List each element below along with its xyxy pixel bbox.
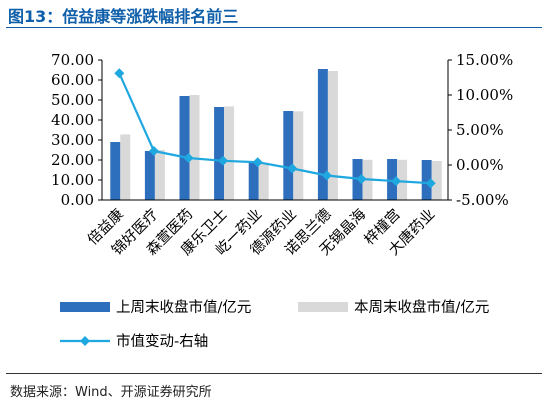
bar-this-week-2 <box>154 150 165 200</box>
bar-last-week-9 <box>387 159 398 200</box>
left-tick-label: 60.00 <box>51 71 94 89</box>
line-marker-10 <box>425 178 436 189</box>
right-tick-label: 5.00% <box>456 121 504 139</box>
bar-last-week-1 <box>110 142 121 200</box>
left-tick-label: 30.00 <box>51 131 94 149</box>
bar-this-week-5 <box>258 162 269 200</box>
bar-last-week-7 <box>317 69 328 200</box>
line-marker-7 <box>321 170 332 181</box>
bar-this-week-10 <box>431 161 442 200</box>
right-tick-label: 15.00% <box>456 51 513 69</box>
legend-label-last-week: 上周末收盘市值/亿元 <box>116 298 251 316</box>
source-divider <box>6 373 542 374</box>
bar-this-week-1 <box>120 134 131 200</box>
right-tick-label: 0.00% <box>456 156 504 174</box>
line-marker-4 <box>218 155 229 166</box>
bar-last-week-6 <box>283 111 294 200</box>
line-marker-6 <box>287 163 298 174</box>
bar-this-week-3 <box>189 95 200 200</box>
bar-this-week-4 <box>224 106 235 200</box>
line-marker-3 <box>183 153 194 163</box>
bar-this-week-6 <box>293 111 304 200</box>
left-tick-label: 10.00 <box>51 171 94 189</box>
bar-last-week-4 <box>214 107 225 200</box>
left-tick-label: 0.00 <box>61 191 94 209</box>
bar-last-week-10 <box>421 160 432 200</box>
series-line-market-cap-change <box>118 72 431 185</box>
line-marker-8 <box>356 174 367 184</box>
bar-this-week-7 <box>327 71 338 200</box>
bar-last-week-2 <box>144 151 155 200</box>
bar-line-chart: 0.00 10.00 20.00 30.00 40.00 50.00 60.00 70.00 -… <box>51 51 513 350</box>
line-marker-5 <box>252 157 263 168</box>
source-note: 数据来源：Wind、开源证券研究所 <box>10 385 212 400</box>
figure-title: 图13：倍益康等涨跌幅排名前三 <box>8 7 239 26</box>
left-tick-label: 70.00 <box>51 51 94 69</box>
title-divider <box>6 27 542 28</box>
legend-swatch-last-week <box>60 302 110 312</box>
legend-label-this-week: 本周末收盘市值/亿元 <box>354 298 489 316</box>
legend-label-line: 市值变动-右轴 <box>116 333 208 350</box>
line-marker-2 <box>148 146 159 156</box>
left-tick-label: 40.00 <box>51 111 94 129</box>
legend-marker-line <box>80 336 90 346</box>
bar-last-week-3 <box>179 96 190 200</box>
bar-last-week-5 <box>248 163 259 200</box>
bar-this-week-9 <box>397 159 408 200</box>
left-tick-label: 50.00 <box>51 91 94 109</box>
right-tick-label: -5.00% <box>456 191 509 209</box>
line-marker-1 <box>114 68 125 79</box>
right-tick-label: 10.00% <box>456 86 513 104</box>
left-tick-label: 20.00 <box>51 151 94 169</box>
line-marker-9 <box>391 176 402 187</box>
legend-swatch-this-week <box>298 302 348 312</box>
